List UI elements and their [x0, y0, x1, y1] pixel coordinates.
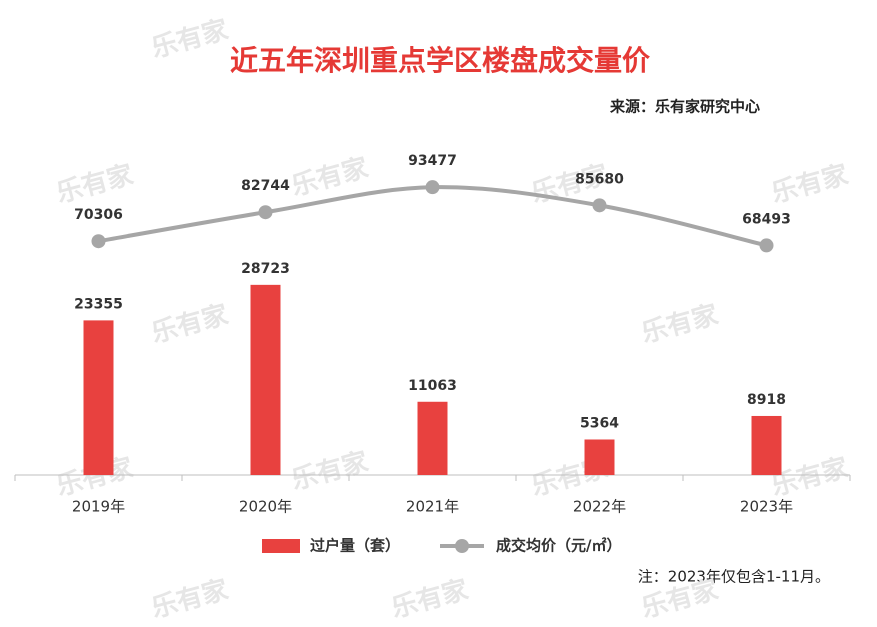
line-marker	[759, 238, 774, 253]
data-label: 8918	[747, 392, 786, 408]
bar	[751, 415, 782, 475]
watermark: 乐有家	[288, 446, 371, 496]
bar	[83, 320, 114, 475]
watermark: 乐有家	[148, 299, 231, 349]
note: 注：2023年仅包含1-11月。	[638, 568, 830, 586]
watermark: 乐有家	[638, 299, 721, 349]
x-tick-label: 2020年	[239, 498, 292, 516]
data-label: 5364	[580, 415, 619, 431]
data-label: 82744	[241, 178, 290, 194]
line-marker	[425, 180, 440, 195]
x-tick-label: 2021年	[406, 498, 459, 516]
legend-swatch	[262, 539, 300, 553]
watermark: 乐有家	[388, 574, 471, 624]
x-tick-label: 2022年	[573, 498, 626, 516]
data-label: 23355	[74, 296, 123, 312]
legend-label: 成交均价（元/㎡）	[496, 537, 621, 555]
chart-title: 近五年深圳重点学区楼盘成交量价	[230, 44, 651, 77]
data-label: 93477	[408, 153, 457, 169]
line	[98, 185, 767, 248]
source: 来源：乐有家研究中心	[609, 98, 760, 116]
line-marker	[258, 205, 273, 220]
watermark: 乐有家	[148, 574, 231, 624]
data-label: 11063	[408, 378, 457, 394]
bar	[584, 439, 615, 475]
data-label: 68493	[742, 211, 791, 227]
watermark: 乐有家	[768, 159, 851, 209]
line-marker	[91, 234, 106, 249]
x-tick-label: 2019年	[72, 498, 125, 516]
data-label: 70306	[74, 207, 123, 223]
watermark: 乐有家	[53, 159, 136, 209]
x-tick-label: 2023年	[740, 498, 793, 516]
data-label: 28723	[241, 261, 290, 277]
data-label: 85680	[575, 171, 624, 187]
legend-swatch	[455, 539, 469, 553]
watermark: 乐有家	[148, 14, 231, 64]
bar	[417, 401, 448, 475]
line-marker	[592, 198, 607, 213]
bar	[250, 284, 281, 475]
legend-label: 过户量（套）	[310, 537, 400, 555]
